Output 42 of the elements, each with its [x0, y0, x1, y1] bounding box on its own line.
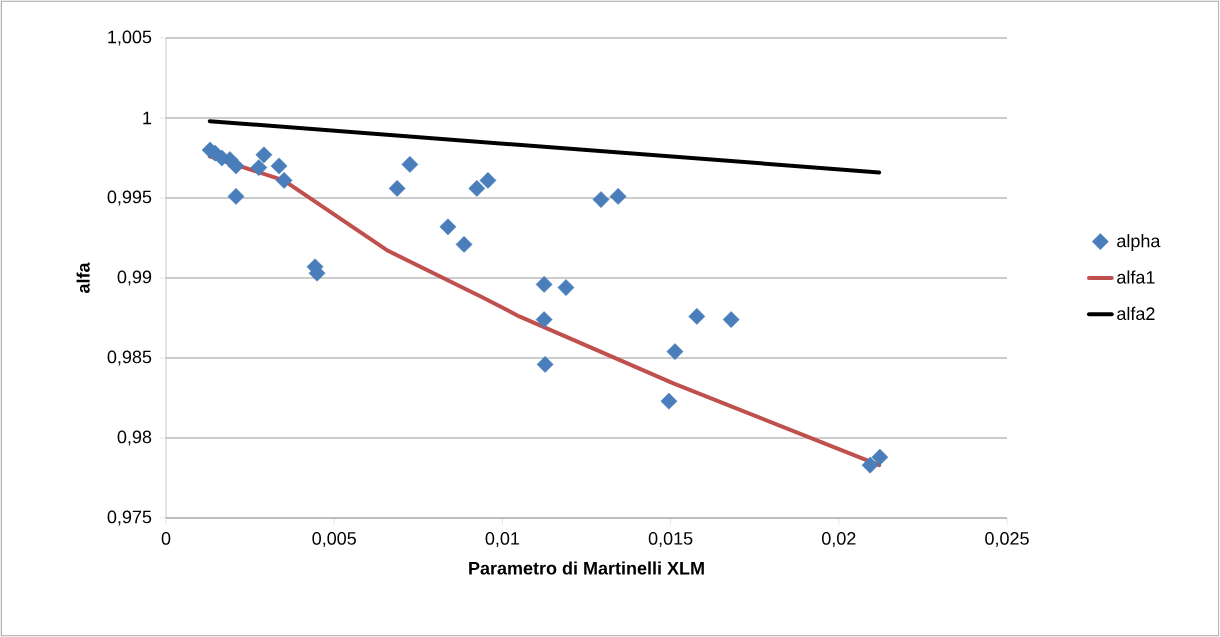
point	[666, 343, 684, 360]
point	[255, 146, 273, 164]
point	[455, 236, 473, 253]
point	[722, 311, 740, 328]
point	[439, 218, 457, 236]
point	[688, 308, 706, 325]
x-tick-label: 0,015	[648, 532, 693, 547]
legend-label: alfa1	[1117, 270, 1155, 284]
point	[871, 448, 889, 466]
point	[660, 392, 678, 410]
y-tick-label: 0,975	[107, 510, 152, 526]
x-tick-label: 0,02	[822, 532, 856, 547]
x-tick-label: 0,025	[985, 532, 1029, 547]
x-tick-label: 0,005	[312, 532, 356, 547]
x-axis-title: Parametro di Martinelli XLM	[469, 561, 704, 575]
point	[592, 191, 610, 208]
point	[227, 157, 245, 175]
point	[609, 188, 627, 205]
point	[535, 311, 553, 328]
point	[250, 159, 268, 176]
point	[388, 180, 406, 197]
y-tick-label: 0,98	[117, 430, 152, 446]
x-tick-label: 0	[161, 532, 171, 545]
point	[227, 188, 245, 205]
y-tick-label: 0,99	[117, 270, 152, 286]
y-tick-label: 1	[143, 111, 152, 125]
y-tick-label: 1,005	[108, 30, 152, 46]
point	[468, 180, 486, 197]
legend-label: alpha	[1117, 234, 1161, 251]
y-tick-label: 0,985	[107, 350, 152, 366]
y-tick-label: 0,995	[107, 190, 152, 206]
point	[536, 356, 554, 373]
y-axis-title: alfa	[76, 262, 90, 293]
legend-label: alfa2	[1117, 306, 1155, 321]
point	[557, 279, 575, 296]
point	[535, 276, 553, 293]
point	[401, 156, 419, 173]
point	[275, 172, 293, 189]
point	[479, 172, 497, 189]
x-tick-label: 0,01	[485, 532, 520, 547]
point	[861, 456, 879, 474]
point	[270, 157, 288, 175]
